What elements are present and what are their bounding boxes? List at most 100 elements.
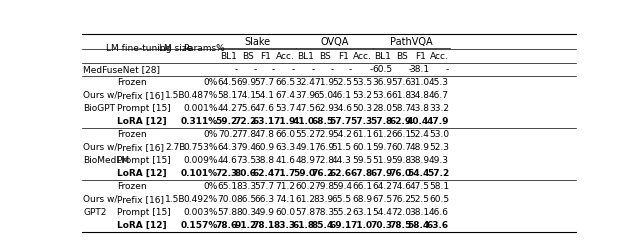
Text: 60.7: 60.7 bbox=[391, 143, 412, 152]
Text: 72.9: 72.9 bbox=[314, 130, 334, 139]
Text: 65.5: 65.5 bbox=[332, 195, 352, 204]
Text: Acc.: Acc. bbox=[276, 52, 295, 61]
Text: 77.8: 77.8 bbox=[236, 130, 257, 139]
Text: 48.9: 48.9 bbox=[295, 156, 315, 165]
Text: 85.4: 85.4 bbox=[312, 221, 334, 230]
Text: 53.2: 53.2 bbox=[353, 91, 372, 100]
Text: BS: BS bbox=[397, 52, 408, 61]
Text: 28.0: 28.0 bbox=[372, 104, 392, 113]
Text: 51.9: 51.9 bbox=[372, 156, 392, 165]
Text: -: - bbox=[271, 65, 275, 74]
Text: 58.4: 58.4 bbox=[407, 221, 429, 230]
Text: 59.7: 59.7 bbox=[372, 143, 392, 152]
Text: 54.4: 54.4 bbox=[407, 169, 429, 178]
Text: 0.009%: 0.009% bbox=[184, 156, 218, 165]
Text: 65.1: 65.1 bbox=[218, 182, 237, 191]
Text: 79.8: 79.8 bbox=[314, 182, 334, 191]
Text: BS: BS bbox=[242, 52, 253, 61]
Text: 70.3: 70.3 bbox=[371, 221, 392, 230]
Text: -: - bbox=[349, 65, 352, 74]
Text: LM size: LM size bbox=[159, 44, 192, 53]
Text: BL1: BL1 bbox=[374, 52, 392, 61]
Text: 52.3: 52.3 bbox=[429, 143, 449, 152]
Text: OVQA: OVQA bbox=[320, 37, 349, 47]
Text: 59.8: 59.8 bbox=[391, 156, 412, 165]
Text: Acc.: Acc. bbox=[430, 52, 449, 61]
Text: 71.9: 71.9 bbox=[273, 117, 295, 126]
Text: 58.1: 58.1 bbox=[218, 91, 237, 100]
Text: 71.0: 71.0 bbox=[351, 221, 372, 230]
Text: 64.3: 64.3 bbox=[218, 143, 237, 152]
Text: 48.9: 48.9 bbox=[409, 143, 429, 152]
Text: 71.7: 71.7 bbox=[273, 169, 295, 178]
Text: 44.2: 44.2 bbox=[218, 104, 237, 113]
Text: 76.2: 76.2 bbox=[391, 195, 412, 204]
Text: 1.5B: 1.5B bbox=[165, 91, 186, 100]
Text: 72.0: 72.0 bbox=[391, 208, 412, 217]
Text: 67.8: 67.8 bbox=[350, 169, 372, 178]
Text: 43.8: 43.8 bbox=[409, 104, 429, 113]
Text: 0.001%: 0.001% bbox=[184, 104, 218, 113]
Text: 57.7: 57.7 bbox=[254, 182, 275, 191]
Text: 91.2: 91.2 bbox=[234, 221, 257, 230]
Text: 0.101%: 0.101% bbox=[180, 169, 218, 178]
Text: 31.0: 31.0 bbox=[409, 78, 429, 87]
Text: 76.2: 76.2 bbox=[312, 169, 334, 178]
Text: 38.8: 38.8 bbox=[254, 156, 275, 165]
Text: 72.2: 72.2 bbox=[234, 117, 257, 126]
Text: 55.2: 55.2 bbox=[295, 130, 315, 139]
Text: 65.0: 65.0 bbox=[314, 91, 334, 100]
Text: -: - bbox=[312, 65, 315, 74]
Text: 70.0: 70.0 bbox=[218, 195, 237, 204]
Text: Ours w/: Ours w/ bbox=[83, 91, 118, 100]
Text: 83.3: 83.3 bbox=[236, 182, 257, 191]
Text: BL1: BL1 bbox=[297, 52, 314, 61]
Text: 57.8: 57.8 bbox=[218, 208, 237, 217]
Text: 59.2: 59.2 bbox=[216, 117, 237, 126]
Text: 66.1: 66.1 bbox=[353, 182, 372, 191]
Text: 62.4: 62.4 bbox=[252, 169, 275, 178]
Text: 63.3: 63.3 bbox=[275, 143, 295, 152]
Text: 0.311%: 0.311% bbox=[180, 117, 218, 126]
Text: 62.9: 62.9 bbox=[314, 104, 334, 113]
Text: 61.2: 61.2 bbox=[372, 130, 392, 139]
Text: 53.5: 53.5 bbox=[353, 78, 372, 87]
Text: 86.5: 86.5 bbox=[236, 195, 257, 204]
Text: 67.9: 67.9 bbox=[370, 169, 392, 178]
Text: 75.6: 75.6 bbox=[236, 104, 257, 113]
Text: 68.5: 68.5 bbox=[312, 117, 334, 126]
Text: 40.4: 40.4 bbox=[407, 117, 429, 126]
Text: 55.2: 55.2 bbox=[332, 208, 352, 217]
Text: 80.3: 80.3 bbox=[236, 208, 257, 217]
Text: PathVQA: PathVQA bbox=[390, 37, 433, 47]
Text: LoRA [12]: LoRA [12] bbox=[117, 169, 167, 178]
Text: Prefix [16]: Prefix [16] bbox=[117, 195, 164, 204]
Text: 60.2: 60.2 bbox=[295, 182, 315, 191]
Text: 46.1: 46.1 bbox=[332, 91, 352, 100]
Text: GPT2: GPT2 bbox=[83, 208, 107, 217]
Text: -: - bbox=[331, 65, 334, 74]
Text: 49.9: 49.9 bbox=[255, 208, 275, 217]
Text: 66.1: 66.1 bbox=[391, 130, 412, 139]
Text: 57.8: 57.8 bbox=[295, 208, 315, 217]
Text: -: - bbox=[292, 65, 295, 74]
Text: 63.6: 63.6 bbox=[427, 221, 449, 230]
Text: 72.8: 72.8 bbox=[314, 156, 334, 165]
Text: 0.003%: 0.003% bbox=[184, 208, 218, 217]
Text: Frozen: Frozen bbox=[117, 182, 147, 191]
Text: 60.5: 60.5 bbox=[429, 195, 449, 204]
Text: 57.8: 57.8 bbox=[370, 117, 392, 126]
Text: Params%: Params% bbox=[183, 44, 225, 53]
Text: 67.5: 67.5 bbox=[372, 195, 392, 204]
Text: 83.9: 83.9 bbox=[314, 195, 334, 204]
Text: 60.0: 60.0 bbox=[275, 208, 295, 217]
Text: 54.2: 54.2 bbox=[332, 130, 352, 139]
Text: 41.0: 41.0 bbox=[293, 117, 315, 126]
Text: 62.9: 62.9 bbox=[389, 117, 412, 126]
Text: 0.487%: 0.487% bbox=[184, 91, 218, 100]
Text: 57.6: 57.6 bbox=[391, 78, 412, 87]
Text: 76.9: 76.9 bbox=[314, 143, 334, 152]
Text: 47.8: 47.8 bbox=[255, 130, 275, 139]
Text: -: - bbox=[234, 65, 237, 74]
Text: 38.1: 38.1 bbox=[409, 65, 429, 74]
